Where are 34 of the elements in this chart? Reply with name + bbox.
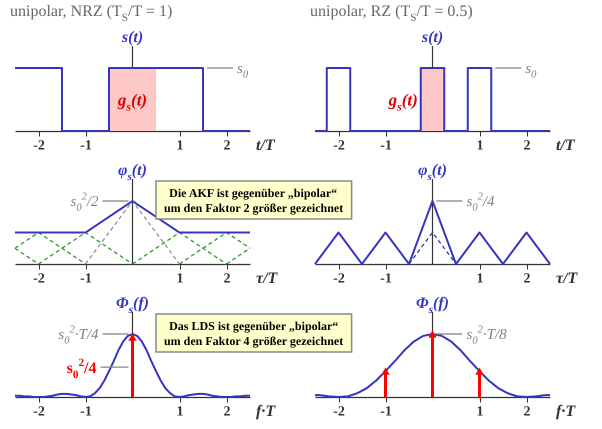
x-tick-label: -1 [80, 404, 92, 420]
x-tick-label: 2 [524, 272, 530, 286]
x-tick-label: 2 [524, 404, 530, 420]
x-tick-label: 1 [476, 138, 484, 154]
y-axis-title: s(t) [120, 29, 144, 46]
x-axis-title: t/T [256, 137, 276, 154]
x-tick-label: 2 [524, 138, 530, 154]
x-tick-label: -2 [333, 138, 345, 154]
y-axis-title: s(t) [420, 29, 444, 46]
x-tick-label: -1 [80, 138, 92, 154]
x-axis-title: f·T [256, 403, 276, 420]
x-axis-title: τ/T [256, 270, 279, 287]
x-tick-label: 1 [176, 272, 184, 286]
x-tick-label: -1 [80, 272, 92, 286]
x-tick-label: 2 [224, 404, 230, 420]
x-tick-label: 1 [176, 404, 184, 420]
x-tick-label: -2 [333, 272, 345, 286]
annotation: Das LDS ist gegenüber „bipolar“ um den Faktor 4 größer gezeichnet [164, 319, 344, 348]
x-tick-label: 2 [224, 138, 230, 154]
x-axis-title: f·T [556, 403, 576, 420]
x-tick-label: 1 [476, 272, 484, 286]
x-tick-label: 1 [476, 404, 484, 420]
x-axis-title: t/T [556, 137, 576, 154]
x-tick-label: -2 [333, 404, 345, 420]
x-tick-label: -2 [33, 138, 45, 154]
x-tick-label: -2 [33, 404, 45, 420]
x-tick-label: -2 [33, 272, 45, 286]
x-tick-label: -1 [380, 404, 392, 420]
x-tick-label: 1 [176, 138, 184, 154]
x-tick-label: 2 [224, 272, 230, 286]
x-tick-label: -1 [380, 138, 392, 154]
x-tick-label: -1 [380, 272, 392, 286]
annotation: Die AKF ist gegenüber „bipolar“ um den Faktor 2 größer gezeichnet [164, 186, 344, 215]
x-axis-title: τ/T [556, 270, 579, 287]
